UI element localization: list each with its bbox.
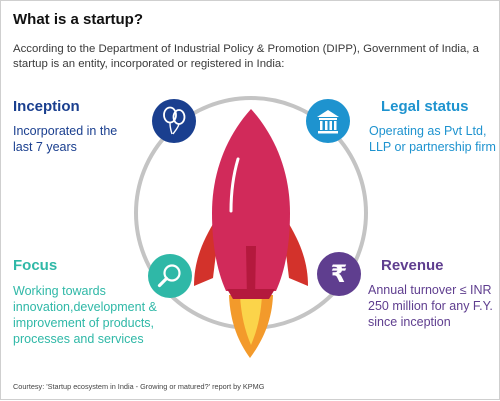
rocket-left-fin [194, 219, 217, 286]
rupee-icon: ₹ [316, 251, 362, 297]
focus-text: Working towards innovation,development &… [13, 284, 157, 346]
rocket-body [212, 109, 290, 291]
bank-building-icon [305, 98, 351, 144]
revenue-text: Annual turnover ≤ INR 250 million for an… [368, 283, 493, 329]
legal-status-text: Operating as Pvt Ltd, LLP or partnership… [369, 124, 496, 154]
rocket-highlight [229, 157, 240, 213]
magnifier-icon [147, 253, 193, 299]
rocket-flame-inner [240, 295, 262, 345]
rocket-right-fin [285, 219, 308, 286]
source-footer: Courtesy: 'Startup ecosystem in India - … [13, 382, 265, 391]
focus-label: Focus [13, 257, 58, 274]
intro-text: According to the Department of Industria… [13, 43, 479, 70]
revenue-label: Revenue [381, 257, 444, 274]
inception-text: Incorporated in the last 7 years [13, 124, 118, 154]
rupee-symbol: ₹ [331, 260, 348, 288]
page-title: What is a startup? [13, 11, 144, 28]
balloons-icon [151, 98, 197, 144]
inception-label: Inception [13, 98, 80, 115]
legal-status-label: Legal status [381, 98, 469, 115]
rocket-icon [194, 109, 308, 358]
rocket-nozzle [227, 289, 275, 299]
rocket-center-fin [246, 246, 256, 299]
